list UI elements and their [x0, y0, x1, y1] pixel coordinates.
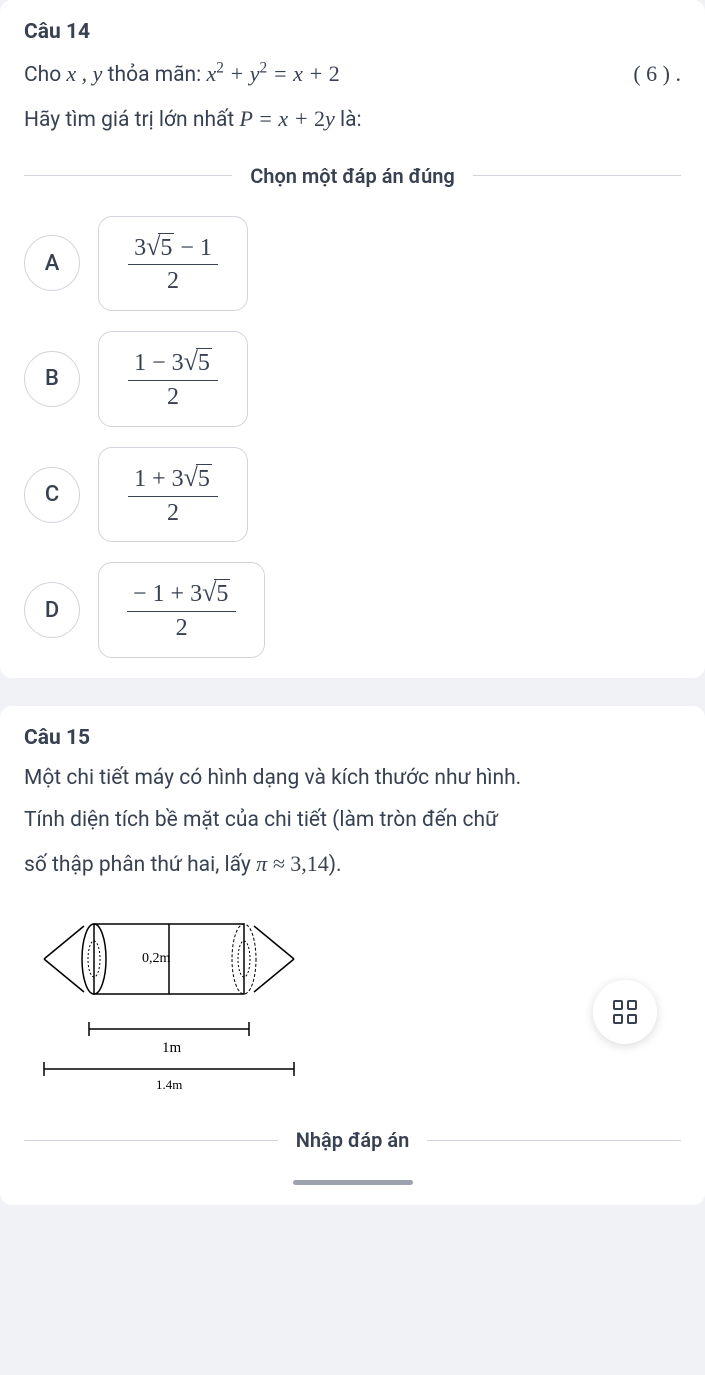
diagram-container: 0,2m 1m 1.4m [24, 904, 681, 1104]
option-letter-c[interactable]: C [24, 467, 80, 523]
question-14-title: Câu 14 [24, 20, 681, 44]
separator-text: Chọn một đáp án đúng [232, 164, 473, 188]
option-row-c: C 1 + 3√5 2 [24, 447, 681, 543]
q15-text3-pre: số thập phân thứ hai, lấy [24, 853, 256, 877]
q15-line2: Tính diện tích bề mặt của chi tiết (làm … [24, 802, 681, 840]
answer-input-separator: Nhập đáp án [24, 1128, 681, 1152]
option-value-c[interactable]: 1 + 3√5 2 [98, 447, 248, 543]
diagram-height-label: 0,2m [142, 951, 171, 966]
option-row-b: B 1 − 3√5 2 [24, 331, 681, 427]
option-row-d: D − 1 + 3√5 2 [24, 562, 681, 658]
diagram-width1-label: 1m [162, 1040, 182, 1056]
option-letter-a[interactable]: A [24, 235, 80, 291]
question-15-title: Câu 15 [24, 726, 681, 750]
option-value-b[interactable]: 1 − 3√5 2 [98, 331, 248, 427]
option-value-a[interactable]: 3√5 − 1 2 [98, 216, 248, 312]
opt-b-root: 5 [196, 348, 212, 378]
separator-line-left-2 [24, 1140, 278, 1141]
opt-a-num-post: − 1 [174, 235, 212, 261]
separator-line-right [473, 175, 681, 176]
opt-d-den: 2 [176, 612, 188, 643]
option-value-d[interactable]: − 1 + 3√5 2 [98, 562, 265, 658]
grid-icon [613, 1000, 637, 1024]
grid-menu-button[interactable] [593, 980, 657, 1044]
opt-a-num-pre: 3 [134, 235, 146, 261]
options-list: A 3√5 − 1 2 B 1 − 3√5 2 C 1 [24, 216, 681, 658]
diagram-width2-label: 1.4m [156, 1077, 182, 1092]
q14-vars: x , y [66, 61, 102, 86]
separator-line-left [24, 175, 232, 176]
q15-line1: Một chi tiết máy có hình dạng và kích th… [24, 760, 681, 798]
machine-part-diagram: 0,2m 1m 1.4m [24, 904, 314, 1104]
option-row-a: A 3√5 − 1 2 [24, 216, 681, 312]
q14-text2-post: là: [335, 108, 362, 132]
separator-line-right-2 [427, 1140, 681, 1141]
q14-text-pre: Cho [24, 63, 66, 87]
q14-equation: x2 + y2 = x + 2 [206, 61, 339, 86]
opt-b-num-pre: 1 − 3 [134, 350, 184, 376]
drag-handle[interactable] [293, 1180, 413, 1185]
opt-d-root: 5 [214, 579, 230, 609]
question-14-line1: Cho x , y thỏa mãn: x2 + y2 = x + 2 ( 6 … [24, 54, 681, 95]
q14-text2-pre: Hãy tìm giá trị lớn nhất [24, 108, 240, 132]
opt-a-den: 2 [167, 265, 179, 296]
opt-c-num-pre: 1 + 3 [134, 466, 184, 492]
q14-text2-eq: P = x + 2y [240, 106, 335, 131]
q15-text3-eq: π ≈ 3,14 [256, 851, 329, 876]
opt-c-den: 2 [167, 497, 179, 528]
q15-text3-post: ). [329, 853, 342, 877]
opt-a-root: 5 [158, 233, 174, 263]
question-15-card: Câu 15 Một chi tiết máy có hình dạng và … [0, 706, 705, 1205]
option-letter-d[interactable]: D [24, 582, 80, 638]
answer-separator: Chọn một đáp án đúng [24, 164, 681, 188]
q14-text-mid: thỏa mãn: [102, 63, 206, 87]
question-14-card: Câu 14 Cho x , y thỏa mãn: x2 + y2 = x +… [0, 0, 705, 678]
eq-reference: ( 6 ) . [633, 54, 681, 94]
option-letter-b[interactable]: B [24, 351, 80, 407]
answer-input-label: Nhập đáp án [278, 1128, 428, 1152]
opt-b-den: 2 [167, 381, 179, 412]
q15-line3: số thập phân thứ hai, lấy π ≈ 3,14). [24, 844, 681, 885]
opt-c-root: 5 [196, 464, 212, 494]
opt-d-num-pre: − 1 + 3 [133, 581, 202, 607]
question-14-line2: Hãy tìm giá trị lớn nhất P = x + 2y là: [24, 99, 681, 140]
